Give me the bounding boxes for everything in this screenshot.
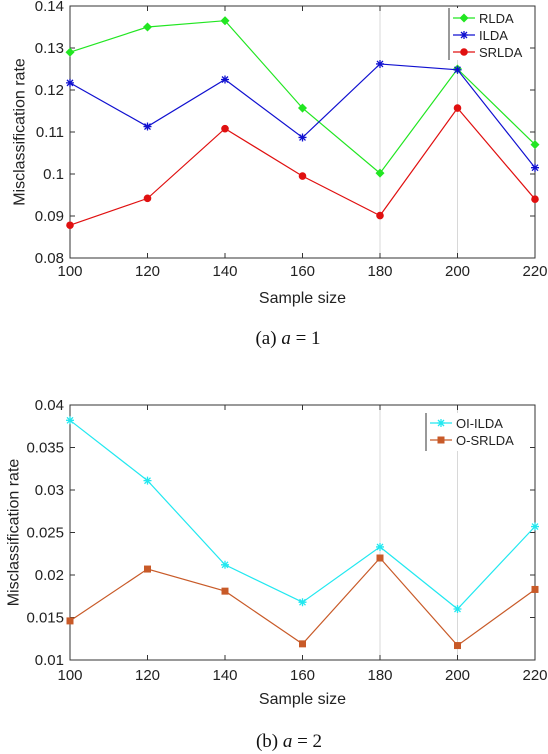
y-tick-label: 0.13 [35, 40, 64, 57]
legend-marker-oi-ilda [437, 419, 445, 427]
data-point-ilda [221, 75, 229, 84]
caption-prefix: (a) [255, 328, 281, 349]
data-point-srlda [531, 195, 539, 203]
series-line-srlda [69, 107, 536, 226]
legend-marker-o-srlda [437, 436, 445, 444]
y-tick-label: 0.04 [35, 397, 64, 414]
legend-entry: SRLDA [479, 45, 523, 60]
chart-panel-b: 100 120 140 160 180 200 220 0.01 0.015 0.02 0.025 0… [6, 397, 548, 752]
x-tick-label: 220 [522, 667, 547, 684]
x-tick-label: 120 [135, 263, 160, 280]
x-tick-label: 200 [445, 263, 470, 280]
y-tick-label: 0.14 [35, 0, 64, 15]
legend-box [426, 413, 530, 451]
y-axis-label: Misclassification rate [6, 459, 23, 607]
y-tick-label: 0.01 [35, 652, 64, 669]
legend-entry: O-SRLDA [456, 433, 514, 448]
x-tick-label: 200 [445, 667, 470, 684]
data-point-o-srlda [221, 587, 229, 595]
data-point-oi-ilda [298, 598, 307, 607]
data-point-ilda [531, 163, 539, 172]
data-point-o-srlda [531, 585, 539, 593]
x-tick-label: 160 [290, 667, 315, 684]
y-tick-label: 0.08 [35, 250, 64, 267]
data-point-o-srlda [66, 617, 74, 625]
data-point-o-srlda [376, 554, 384, 562]
x-tick-label: 140 [212, 667, 237, 684]
x-axis-label: Sample size [259, 691, 346, 708]
legend-marker-ilda [460, 31, 468, 39]
data-point-o-srlda [454, 642, 461, 650]
legend-marker-srlda [460, 48, 468, 56]
chart-panel-a: 100 120 140 160 180 200 220 0.08 0.09 0.1 0.11 0.12… [12, 0, 548, 349]
y-tick-label: 0.09 [35, 208, 64, 225]
y-tick-label: 0.11 [36, 124, 64, 141]
data-point-ilda [66, 78, 74, 87]
x-tick-label: 220 [522, 263, 547, 280]
data-point-rlda [297, 103, 308, 113]
y-tick-label: 0.02 [35, 567, 64, 584]
legend: OI-ILDA O-SRLDA [425, 413, 530, 451]
x-tick-label: 100 [57, 667, 82, 684]
data-point-oi-ilda [453, 605, 462, 613]
y-tick-label: 0.025 [26, 525, 64, 542]
legend-entry: ILDA [479, 28, 508, 43]
caption-prefix: (b) [256, 731, 283, 752]
x-tick-label: 140 [212, 263, 237, 280]
data-point-srlda [376, 211, 384, 220]
data-point-rlda [142, 22, 153, 32]
data-point-oi-ilda [221, 560, 229, 569]
data-point-o-srlda [144, 565, 151, 573]
x-tick-label: 180 [367, 263, 392, 280]
legend: RLDA ILDA SRLDA [448, 8, 529, 60]
data-point-oi-ilda [66, 416, 74, 425]
data-point-ilda [376, 59, 384, 68]
data-point-oi-ilda [143, 476, 152, 485]
y-tick-label: 0.015 [26, 610, 64, 627]
data-point-ilda [298, 133, 307, 142]
data-point-rlda [65, 47, 75, 57]
x-tick-label: 120 [135, 667, 160, 684]
data-point-srlda [221, 124, 229, 133]
panel-caption: (b) a = 2 [256, 731, 322, 752]
caption-variable: a [283, 731, 293, 752]
data-point-rlda [530, 140, 540, 150]
caption-variable: a [281, 328, 291, 349]
caption-value: = 1 [291, 328, 321, 349]
data-point-srlda [143, 194, 152, 203]
x-axis-label: Sample size [259, 290, 346, 307]
series-line-ilda [69, 63, 536, 169]
legend-marker-rlda [459, 13, 469, 23]
x-tick-label: 180 [367, 667, 392, 684]
caption-value: = 2 [292, 731, 322, 752]
data-point-o-srlda [299, 640, 306, 648]
legend-entry: OI-ILDA [456, 416, 503, 431]
panel-caption: (a) a = 1 [255, 328, 320, 349]
y-tick-label: 0.12 [35, 82, 64, 99]
legend-entry: RLDA [479, 11, 514, 26]
x-tick-label: 160 [290, 263, 315, 280]
y-tick-label: 0.035 [26, 440, 64, 457]
data-point-oi-ilda [531, 522, 539, 531]
data-point-srlda [298, 172, 307, 180]
y-tick-label: 0.1 [43, 166, 64, 183]
data-point-oi-ilda [376, 542, 384, 551]
data-point-srlda [453, 104, 462, 112]
y-axis-label: Misclassification rate [12, 58, 29, 206]
x-tick-label: 100 [57, 263, 82, 280]
y-tick-label: 0.03 [35, 482, 64, 499]
data-point-rlda [375, 168, 385, 178]
data-point-ilda [143, 122, 152, 131]
data-point-rlda [220, 16, 230, 26]
data-point-ilda [453, 65, 462, 74]
data-point-srlda [66, 221, 74, 230]
